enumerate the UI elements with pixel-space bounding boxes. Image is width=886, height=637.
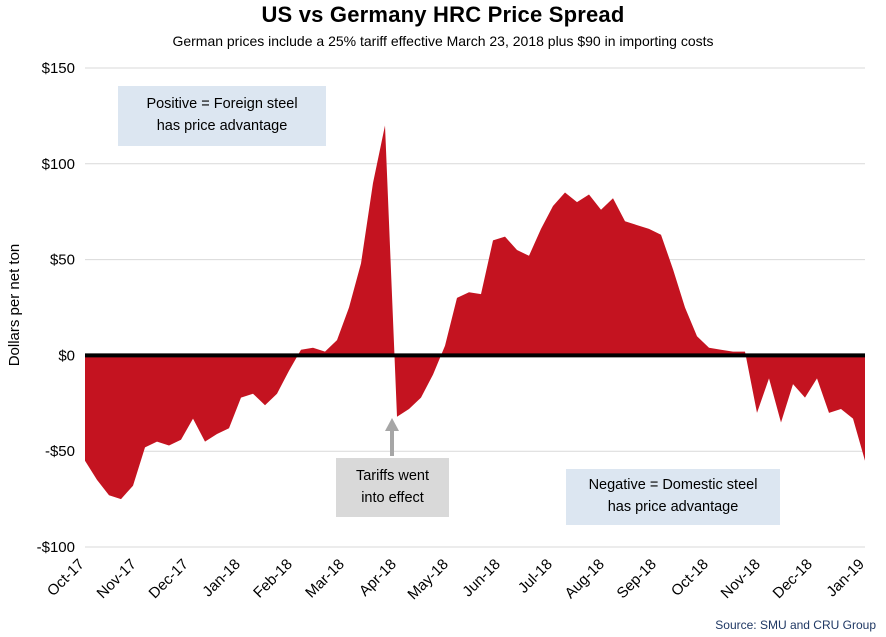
svg-text:$50: $50 <box>50 252 75 269</box>
svg-text:$0: $0 <box>58 347 75 364</box>
svg-text:Nov-17: Nov-17 <box>94 556 140 602</box>
annotation-positive: Positive = Foreign steel has price advan… <box>118 86 326 146</box>
chart-title: US vs Germany HRC Price Spread <box>261 2 625 27</box>
svg-text:Dec-17: Dec-17 <box>146 556 192 602</box>
chart-subtitle: German prices include a 25% tariff effec… <box>172 33 714 49</box>
svg-text:Nov-18: Nov-18 <box>718 556 764 602</box>
svg-text:Feb-18: Feb-18 <box>250 556 296 602</box>
svg-text:$150: $150 <box>42 60 75 77</box>
annotation-line: has price advantage <box>607 499 739 515</box>
svg-text:Aug-18: Aug-18 <box>562 556 608 602</box>
svg-text:Oct-18: Oct-18 <box>668 556 712 600</box>
annotation-negative: Negative = Domestic steel has price adva… <box>566 469 780 525</box>
svg-text:Apr-18: Apr-18 <box>356 556 400 600</box>
annotation-line: Tariffs went <box>355 467 430 484</box>
svg-text:Jan-18: Jan-18 <box>199 556 243 600</box>
svg-text:Dec-18: Dec-18 <box>770 556 816 602</box>
svg-text:Jun-18: Jun-18 <box>459 556 503 600</box>
annotation-tariffs: Tariffs went into effect <box>336 458 449 517</box>
svg-text:Oct-17: Oct-17 <box>44 556 88 600</box>
svg-text:-$100: -$100 <box>37 539 75 556</box>
svg-text:-$50: -$50 <box>45 443 75 460</box>
source-note: Source: SMU and CRU Group <box>715 618 876 632</box>
svg-text:Sep-18: Sep-18 <box>614 556 660 602</box>
svg-text:Jan-19: Jan-19 <box>823 556 867 600</box>
svg-text:Mar-18: Mar-18 <box>302 556 348 602</box>
annotation-line: Positive = Foreign steel <box>146 96 298 113</box>
svg-text:May-18: May-18 <box>404 556 451 603</box>
svg-text:$100: $100 <box>42 156 75 173</box>
annotation-line: into effect <box>361 489 424 506</box>
svg-text:Jul-18: Jul-18 <box>515 556 556 597</box>
annotation-line: has price advantage <box>156 118 288 134</box>
annotation-line: Negative = Domestic steel <box>588 477 758 494</box>
